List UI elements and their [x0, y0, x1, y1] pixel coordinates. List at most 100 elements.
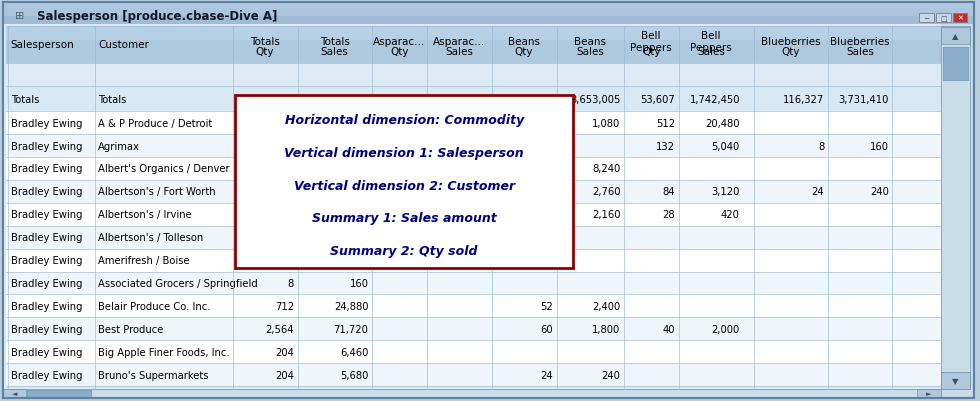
Text: Horizontal dimension: Commodity: Horizontal dimension: Commodity: [284, 114, 524, 127]
Text: ◄: ◄: [12, 391, 18, 396]
Text: Bradley Ewing: Bradley Ewing: [11, 278, 82, 288]
FancyBboxPatch shape: [235, 96, 573, 269]
Text: 316: 316: [534, 164, 553, 174]
Text: 116,814: 116,814: [512, 95, 553, 104]
Text: Sales: Sales: [846, 47, 874, 57]
Text: 40: 40: [662, 324, 675, 334]
Text: 2,160: 2,160: [592, 210, 620, 220]
Bar: [6, 363, 941, 386]
Text: ─: ─: [924, 16, 929, 22]
Bar: [3, 389, 941, 398]
Text: Qty: Qty: [256, 47, 274, 57]
Text: Totals: Totals: [11, 95, 39, 104]
Text: 24: 24: [540, 370, 553, 380]
Text: Customer: Customer: [98, 41, 149, 50]
Text: 2,564: 2,564: [266, 324, 294, 334]
Bar: [3, 3, 974, 17]
Text: Qty: Qty: [514, 47, 533, 57]
Text: Asparac...: Asparac...: [433, 37, 485, 47]
Text: Beans: Beans: [574, 37, 606, 47]
Text: 71,720: 71,720: [333, 324, 368, 334]
Text: Bradley Ewing: Bradley Ewing: [11, 370, 82, 380]
Text: ▼: ▼: [953, 376, 958, 385]
Text: 2,000: 2,000: [711, 324, 740, 334]
Bar: [941, 27, 970, 389]
Text: Beans: Beans: [508, 37, 540, 47]
Text: Bradley Ewing: Bradley Ewing: [11, 301, 82, 311]
Text: 1,800: 1,800: [592, 324, 620, 334]
Bar: [953, 14, 967, 23]
Text: Qty: Qty: [642, 47, 661, 57]
Text: Qty: Qty: [390, 47, 409, 57]
Text: Bradley Ewing: Bradley Ewing: [11, 324, 82, 334]
Text: Vertical dimension 2: Customer: Vertical dimension 2: Customer: [294, 179, 514, 192]
Text: Blueberries: Blueberries: [830, 37, 890, 47]
Text: Bruno's Supermarkets: Bruno's Supermarkets: [98, 370, 209, 380]
Text: Bradley Ewing: Bradley Ewing: [11, 347, 82, 357]
Bar: [943, 48, 968, 81]
Text: 3,653,005: 3,653,005: [570, 95, 620, 104]
Text: 204: 204: [275, 347, 294, 357]
Text: 116,327: 116,327: [783, 95, 824, 104]
Text: Best Produce: Best Produce: [98, 324, 164, 334]
Text: Bell
Peppers: Bell Peppers: [630, 31, 672, 53]
Text: ▲: ▲: [953, 32, 958, 41]
Text: Totals: Totals: [319, 37, 350, 47]
Text: 24: 24: [811, 187, 824, 197]
Text: Bradley Ewing: Bradley Ewing: [11, 210, 82, 220]
Text: 84: 84: [662, 187, 675, 197]
Bar: [6, 226, 941, 249]
Text: 36: 36: [540, 118, 553, 128]
Text: 240: 240: [602, 370, 620, 380]
Text: Vertical dimension 1: Salesperson: Vertical dimension 1: Salesperson: [284, 147, 524, 160]
Text: Big Apple Finer Foods, Inc.: Big Apple Finer Foods, Inc.: [98, 347, 229, 357]
Bar: [6, 112, 941, 135]
Text: 3,731,410: 3,731,410: [839, 95, 889, 104]
Text: Bradley Ewing: Bradley Ewing: [11, 118, 82, 128]
Text: 20,480: 20,480: [706, 118, 740, 128]
Text: Belair Produce Co. Inc.: Belair Produce Co. Inc.: [98, 301, 211, 311]
Text: Agrimax: Agrimax: [98, 141, 140, 151]
Text: 28: 28: [662, 210, 675, 220]
Bar: [3, 3, 974, 25]
Text: Sales: Sales: [445, 47, 473, 57]
Bar: [6, 295, 941, 318]
Text: A & P Produce / Detroit: A & P Produce / Detroit: [98, 118, 213, 128]
Bar: [941, 28, 970, 45]
Text: ✕: ✕: [957, 16, 962, 22]
Text: Albertson's / Tolleson: Albertson's / Tolleson: [98, 233, 203, 243]
Text: □: □: [940, 16, 947, 22]
Bar: [6, 272, 941, 295]
Text: 47,667: 47,667: [388, 95, 423, 104]
Text: 96,259,065: 96,259,065: [312, 95, 368, 104]
Text: Summary 2: Qty sold: Summary 2: Qty sold: [330, 244, 478, 257]
Text: 712: 712: [274, 301, 294, 311]
Bar: [6, 203, 941, 226]
Bar: [6, 158, 941, 180]
Text: 1,742,450: 1,742,450: [689, 95, 740, 104]
Text: 32: 32: [540, 187, 553, 197]
Text: Bradley Ewing: Bradley Ewing: [11, 164, 82, 174]
Bar: [6, 340, 941, 363]
Text: Bradley Ewing: Bradley Ewing: [11, 255, 82, 265]
Bar: [941, 372, 970, 389]
Text: Asparac...: Asparac...: [373, 37, 425, 47]
Text: 60: 60: [540, 324, 553, 334]
Bar: [27, 390, 91, 397]
Text: 5,680: 5,680: [340, 370, 368, 380]
Text: 24,880: 24,880: [334, 301, 368, 311]
Text: 132: 132: [657, 141, 675, 151]
Text: 1,080: 1,080: [592, 118, 620, 128]
Text: Salesperson [produce.cbase-Dive A]: Salesperson [produce.cbase-Dive A]: [37, 10, 277, 22]
Text: 8: 8: [818, 141, 824, 151]
Bar: [919, 14, 934, 23]
Text: Blueberries: Blueberries: [760, 37, 820, 47]
Text: Albertson's / Irvine: Albertson's / Irvine: [98, 210, 192, 220]
Bar: [6, 41, 941, 64]
Bar: [3, 389, 26, 398]
Text: 52: 52: [540, 301, 553, 311]
Text: Summary 1: Sales amount: Summary 1: Sales amount: [312, 212, 497, 225]
Text: 2,760: 2,760: [592, 187, 620, 197]
Text: Associated Grocers / Springfield: Associated Grocers / Springfield: [98, 278, 258, 288]
Text: Bell
Peppers: Bell Peppers: [690, 31, 732, 53]
